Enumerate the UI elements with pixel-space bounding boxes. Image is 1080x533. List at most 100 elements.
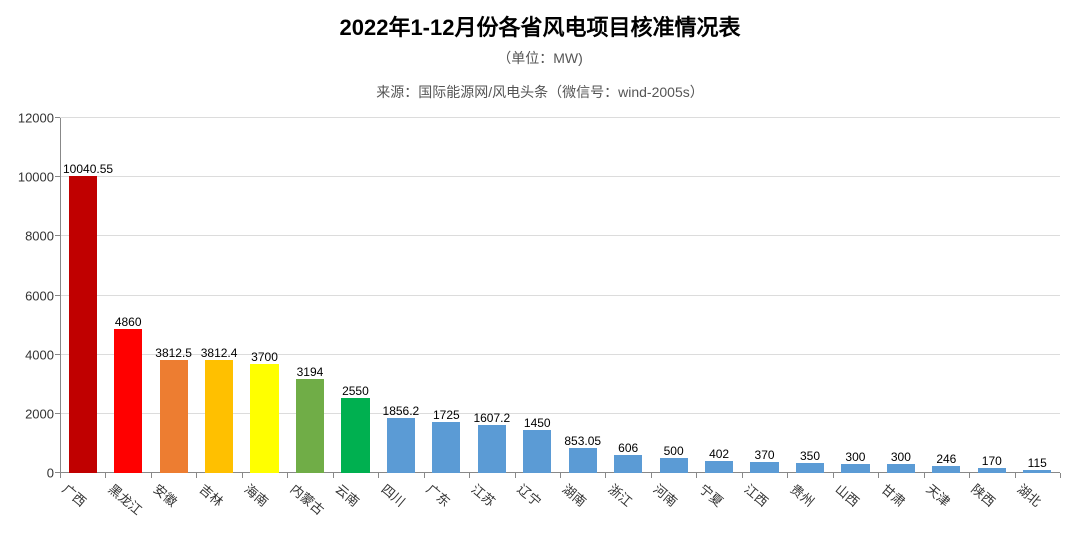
- x-tick: [378, 473, 379, 478]
- x-category-label: 海南: [241, 479, 273, 510]
- x-category-label: 湖北: [1014, 479, 1046, 510]
- bar-slot: 300: [833, 118, 878, 473]
- bar-value-label: 1725: [427, 408, 466, 422]
- y-tick: [55, 295, 60, 296]
- x-tick: [1060, 473, 1061, 478]
- bar-slot: 3700: [242, 118, 287, 473]
- bar-slot: 370: [742, 118, 787, 473]
- x-category-label: 江苏: [468, 479, 500, 510]
- bar: 4860: [114, 329, 142, 473]
- bar: 606: [614, 455, 642, 473]
- bar-value-label: 246: [927, 452, 966, 466]
- x-category-label: 宁夏: [696, 479, 728, 510]
- bar: 2550: [341, 398, 369, 473]
- bar-slot: 350: [787, 118, 832, 473]
- x-category-label: 四川: [377, 479, 409, 510]
- x-category-label: 天津: [923, 479, 955, 510]
- bar-value-label: 1856.2: [381, 404, 420, 418]
- x-category-label: 陕西: [968, 479, 1000, 510]
- bar: 170: [978, 468, 1006, 473]
- bar: 300: [841, 464, 869, 473]
- x-tick: [924, 473, 925, 478]
- bar: 246: [932, 466, 960, 473]
- bar-slot: 1607.2: [469, 118, 514, 473]
- x-tick: [424, 473, 425, 478]
- x-category-label: 甘肃: [877, 479, 909, 510]
- bar-value-label: 300: [881, 450, 920, 464]
- bar-slot: 606: [605, 118, 650, 473]
- x-category-label: 广东: [423, 479, 455, 510]
- x-category-label: 山西: [832, 479, 864, 510]
- bar-slot: 2550: [333, 118, 378, 473]
- x-category-label: 贵州: [786, 479, 818, 510]
- bar-value-label: 10040.55: [63, 162, 102, 176]
- chart-subtitle: （单位：MW): [0, 48, 1080, 68]
- y-tick-label: 2000: [8, 406, 54, 421]
- y-tick: [55, 176, 60, 177]
- bar: 402: [705, 461, 733, 473]
- bar-slot: 170: [969, 118, 1014, 473]
- x-tick: [1015, 473, 1016, 478]
- bar: 3812.4: [205, 360, 233, 473]
- y-tick-label: 12000: [8, 111, 54, 126]
- bar: 500: [660, 458, 688, 473]
- bar-value-label: 3812.5: [154, 346, 193, 360]
- bar-value-label: 3700: [245, 350, 284, 364]
- bar-value-label: 1607.2: [472, 411, 511, 425]
- x-tick: [469, 473, 470, 478]
- bar-value-label: 402: [699, 447, 738, 461]
- x-category-label: 河南: [650, 479, 682, 510]
- x-tick: [196, 473, 197, 478]
- bar: 1450: [523, 430, 551, 473]
- y-tick-label: 0: [8, 466, 54, 481]
- x-tick: [605, 473, 606, 478]
- bar-value-label: 3812.4: [199, 346, 238, 360]
- x-tick: [560, 473, 561, 478]
- bar-value-label: 2550: [336, 384, 375, 398]
- chart-container: 2022年1-12月份各省风电项目核准情况表 （单位：MW) 来源：国际能源网/…: [0, 0, 1080, 533]
- bar-value-label: 4860: [108, 315, 147, 329]
- x-category-label: 浙江: [605, 479, 637, 510]
- bar-slot: 3194: [287, 118, 332, 473]
- y-tick-label: 10000: [8, 170, 54, 185]
- bar: 3812.5: [160, 360, 188, 473]
- bar: 115: [1023, 470, 1051, 473]
- x-tick: [333, 473, 334, 478]
- x-category-label: 广西: [59, 479, 91, 510]
- x-tick: [787, 473, 788, 478]
- bar-value-label: 350: [790, 449, 829, 463]
- x-tick: [60, 473, 61, 478]
- x-tick: [242, 473, 243, 478]
- bar-value-label: 370: [745, 448, 784, 462]
- bar-value-label: 170: [972, 454, 1011, 468]
- x-category-label: 内蒙古: [286, 479, 328, 519]
- x-category-label: 吉林: [196, 479, 228, 510]
- x-category-label: 湖南: [559, 479, 591, 510]
- bar-slot: 10040.55: [60, 118, 105, 473]
- x-tick: [969, 473, 970, 478]
- bar-slot: 3812.4: [196, 118, 241, 473]
- bar: 3700: [250, 364, 278, 473]
- y-axis: 020004000600080001000012000: [8, 118, 56, 473]
- x-category-label: 江西: [741, 479, 773, 510]
- y-tick: [55, 117, 60, 118]
- x-tick: [651, 473, 652, 478]
- y-tick: [55, 472, 60, 473]
- bar-slot: 500: [651, 118, 696, 473]
- bar-slot: 1450: [515, 118, 560, 473]
- y-tick-label: 4000: [8, 347, 54, 362]
- x-category-label: 黑龙江: [105, 479, 147, 519]
- bar: 853.05: [569, 448, 597, 473]
- bar-slot: 246: [924, 118, 969, 473]
- x-tick: [105, 473, 106, 478]
- bar: 350: [796, 463, 824, 473]
- chart-title: 2022年1-12月份各省风电项目核准情况表: [0, 10, 1080, 42]
- y-tick: [55, 235, 60, 236]
- bar-value-label: 115: [1018, 456, 1057, 470]
- x-tick: [515, 473, 516, 478]
- bar-value-label: 853.05: [563, 434, 602, 448]
- bars-group: 广西10040.55黑龙江4860安徽3812.5吉林3812.4海南3700内…: [60, 118, 1060, 473]
- bar: 1856.2: [387, 418, 415, 473]
- x-category-label: 云南: [332, 479, 364, 510]
- bar: 1725: [432, 422, 460, 473]
